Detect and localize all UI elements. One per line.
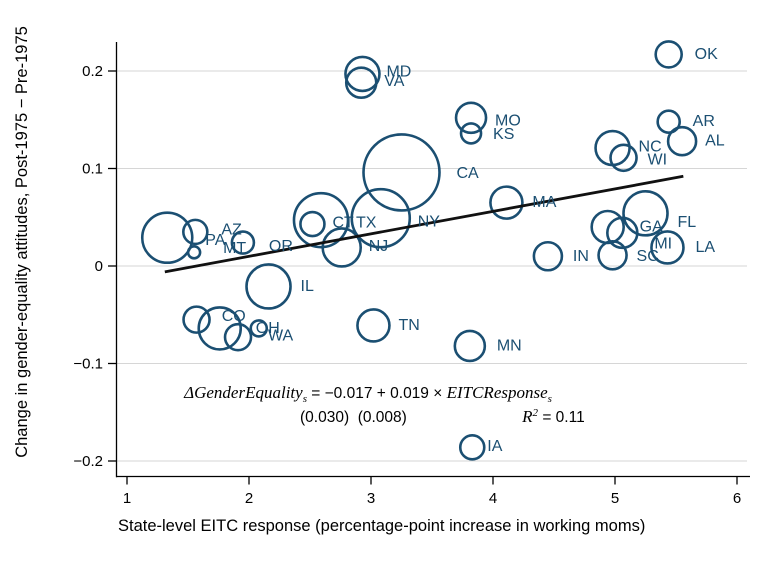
- data-point-label-VA: VA: [384, 73, 404, 90]
- y-tick-label: 0.2: [82, 63, 103, 80]
- gridlines: [116, 70, 747, 462]
- data-point-circle-IA: [458, 434, 486, 461]
- x-tick-label: 5: [611, 490, 619, 507]
- equation-r-squared: R2 = 0.11: [491, 407, 607, 426]
- equation-lhs-subscript: s: [303, 393, 307, 405]
- x-tick-label: 2: [245, 490, 253, 507]
- data-point-circle-CT: [299, 210, 326, 238]
- data-point-circle-NJ: [321, 227, 363, 268]
- data-point-label-KS: KS: [493, 126, 514, 143]
- data-point-circle-AL: [666, 125, 698, 157]
- data-point-label-AR: AR: [693, 113, 715, 130]
- data-point-label-AZ: AZ: [221, 221, 242, 238]
- data-point-label-NJ: NJ: [369, 238, 389, 255]
- data-point-circle-AR: [656, 109, 681, 134]
- data-point-circle-LA: [650, 230, 685, 265]
- data-point-circle-MO: [454, 101, 488, 135]
- data-point-label-OR: OR: [269, 238, 293, 255]
- data-point-circle-MT: [186, 245, 202, 260]
- data-point-circle-MI: [606, 216, 639, 250]
- y-tick-label: 0.1: [82, 161, 103, 178]
- y-tick-label: −0.1: [73, 356, 103, 373]
- data-point-label-IN: IN: [573, 248, 589, 265]
- data-point-circle-TX: [292, 191, 350, 249]
- x-tick-label: 4: [489, 490, 497, 507]
- data-point-circle-CA: [362, 133, 441, 212]
- data-point-label-OH: OH: [256, 320, 280, 337]
- data-point-label-CO: CO: [222, 308, 246, 325]
- equation-coefficients: = −0.017 + 0.019 ×: [307, 385, 447, 402]
- data-point-circle-MD: [344, 55, 381, 93]
- data-point-circle-VA: [344, 66, 378, 99]
- equation-rhs: EITCResponse: [446, 383, 549, 402]
- data-point-label-NY: NY: [418, 214, 441, 231]
- data-point-label-MA: MA: [532, 194, 556, 211]
- equation-rhs-subscript: s: [548, 393, 552, 405]
- data-point-circle-AZ: [182, 218, 209, 246]
- data-point-circle-IN: [532, 240, 564, 272]
- y-tick-label: 0: [95, 258, 103, 275]
- x-axis-title: State-level EITC response (percentage-po…: [118, 517, 645, 535]
- regression-equation: ΔGenderEqualitys = −0.017 + 0.019 × EITC…: [153, 383, 574, 406]
- data-point-label-AL: AL: [705, 133, 725, 150]
- data-point-circle-SC: [597, 239, 628, 271]
- data-point-label-MO: MO: [495, 112, 521, 129]
- data-point-label-PA: PA: [205, 232, 225, 249]
- axes: 0.2 0.1 0 −0.1 −0.2 1 2 3 4 5 6: [73, 42, 750, 507]
- data-point-circle-WI: [609, 143, 638, 173]
- data-point-circle-WA: [223, 322, 253, 352]
- equation-lhs: ΔGenderEquality: [183, 383, 303, 402]
- data-point-label-FL: FL: [678, 214, 697, 231]
- x-tick-label: 3: [367, 490, 375, 507]
- data-point-circle-NY: [350, 187, 412, 249]
- data-point-circle-MA: [489, 185, 524, 220]
- x-tick-label: 6: [733, 490, 741, 507]
- data-point-circle-MN: [453, 329, 487, 363]
- data-point-label-MD: MD: [386, 63, 411, 80]
- fit-line: [164, 174, 684, 274]
- data-point-label-WA: WA: [268, 328, 294, 345]
- data-point-label-WI: WI: [648, 151, 668, 168]
- fit-line-group: [164, 174, 684, 274]
- data-point-label-IA: IA: [487, 438, 502, 455]
- data-point-circle-KS: [459, 122, 483, 145]
- data-point-label-MT: MT: [223, 240, 246, 257]
- y-tick-label: −0.2: [73, 453, 103, 470]
- data-point-label-LA: LA: [695, 239, 715, 256]
- r-squared-exponent: 2: [533, 407, 539, 419]
- data-point-label-CA: CA: [457, 165, 480, 182]
- data-points: [140, 40, 698, 461]
- data-point-circle-CO: [197, 306, 243, 351]
- data-point-circle-IL: [245, 263, 292, 310]
- data-point-label-TX: TX: [356, 215, 377, 232]
- data-point-label-GA: GA: [640, 219, 663, 236]
- equation-standard-errors: (0.030) (0.008): [300, 409, 407, 426]
- data-point-label-MI: MI: [654, 235, 672, 252]
- data-point-label-SC: SC: [637, 248, 659, 265]
- data-point-circle-FL: [622, 190, 669, 237]
- data-point-label-NC: NC: [639, 139, 662, 156]
- data-point-circle-OR: [230, 230, 256, 255]
- data-point-label-MN: MN: [497, 337, 522, 354]
- data-point-label-IL: IL: [301, 278, 314, 295]
- y-axis-title: Change in gender-equality attitudes, Pos…: [13, 26, 31, 458]
- data-point-label-TN: TN: [398, 317, 419, 334]
- x-tick-label: 1: [123, 490, 131, 507]
- data-point-circle-unlabeled: [182, 305, 211, 334]
- data-point-circle-OK: [654, 40, 683, 69]
- data-point-circle-PA: [140, 211, 194, 265]
- data-point-label-CT: CT: [332, 215, 354, 232]
- data-point-circle-NC: [594, 129, 631, 167]
- data-point-circle-OH: [249, 319, 269, 338]
- r-squared-value: = 0.11: [538, 409, 585, 426]
- data-point-circle-TN: [356, 308, 391, 343]
- data-point-label-OK: OK: [695, 46, 718, 63]
- r-squared-symbol: R: [521, 407, 533, 426]
